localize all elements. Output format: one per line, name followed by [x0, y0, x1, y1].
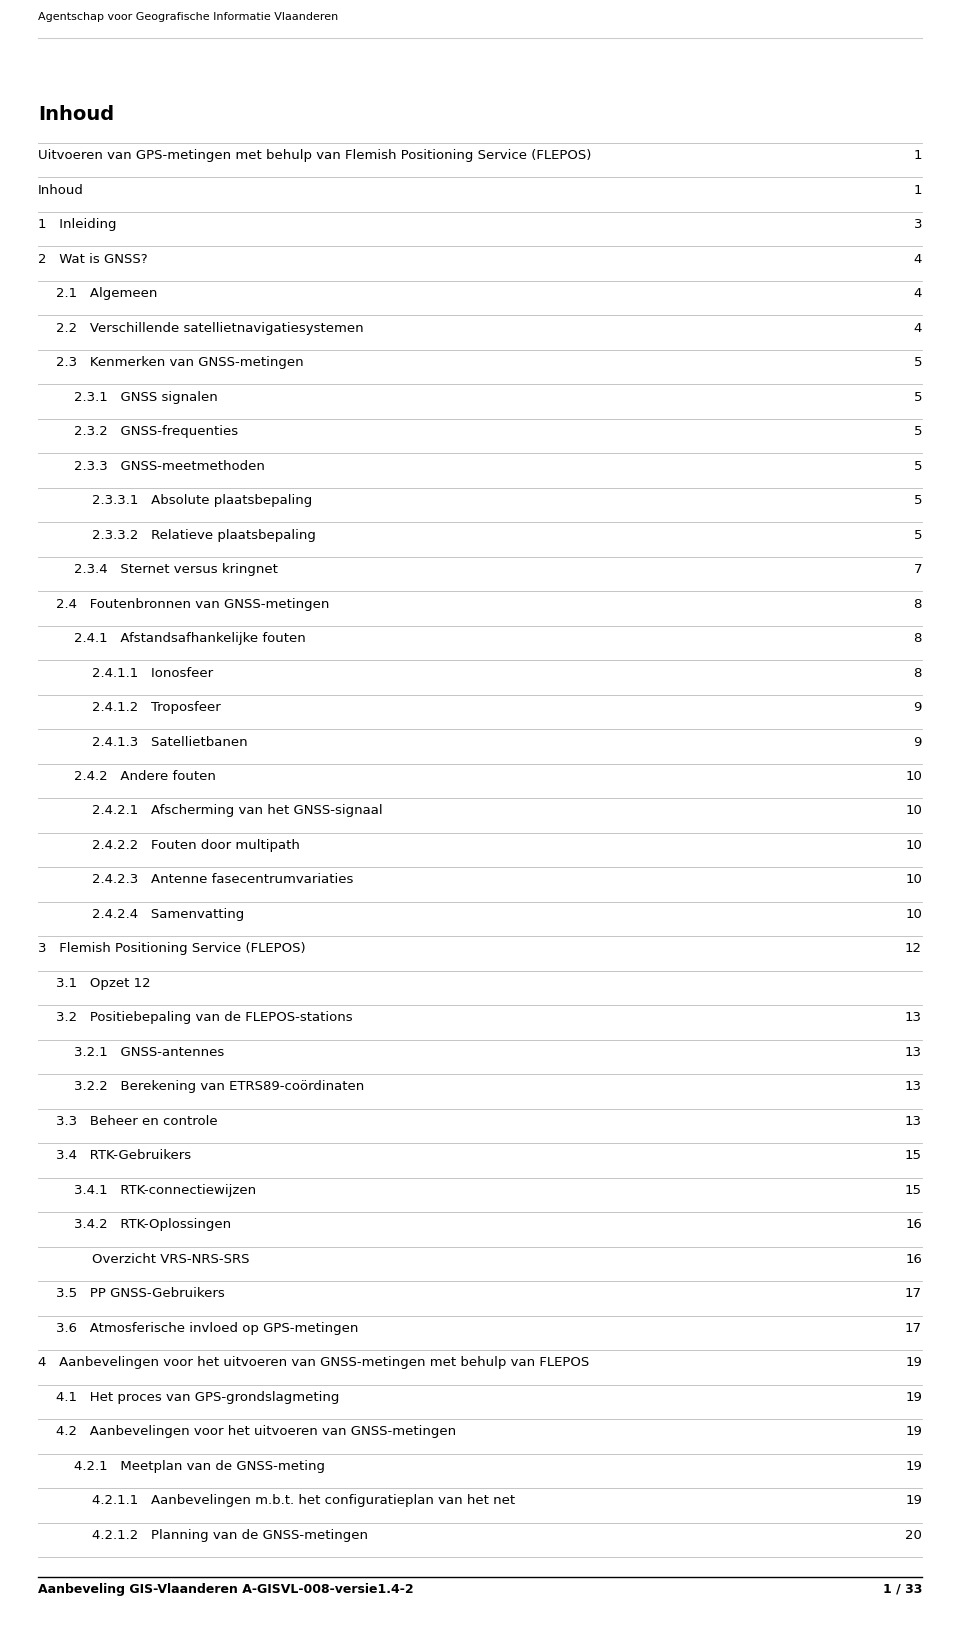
- Text: 13: 13: [905, 1114, 922, 1127]
- Text: 2.3.2   GNSS-frequenties: 2.3.2 GNSS-frequenties: [74, 425, 238, 438]
- Text: 3.1   Opzet 12: 3.1 Opzet 12: [56, 977, 151, 990]
- Text: 2.4.1.3   Satellietbanen: 2.4.1.3 Satellietbanen: [92, 736, 248, 748]
- Text: 2.4.2.4   Samenvatting: 2.4.2.4 Samenvatting: [92, 907, 244, 920]
- Text: 2.4.2   Andere fouten: 2.4.2 Andere fouten: [74, 771, 216, 784]
- Text: 13: 13: [905, 1080, 922, 1093]
- Text: 5: 5: [914, 357, 922, 370]
- Text: 3   Flemish Positioning Service (FLEPOS): 3 Flemish Positioning Service (FLEPOS): [38, 943, 305, 956]
- Text: 8: 8: [914, 598, 922, 611]
- Text: 2.4.1   Afstandsafhankelijke fouten: 2.4.1 Afstandsafhankelijke fouten: [74, 632, 305, 645]
- Text: 9: 9: [914, 700, 922, 714]
- Text: 4.2.1   Meetplan van de GNSS-meting: 4.2.1 Meetplan van de GNSS-meting: [74, 1460, 325, 1473]
- Text: 13: 13: [905, 1012, 922, 1025]
- Text: 1 / 33: 1 / 33: [882, 1583, 922, 1596]
- Text: 19: 19: [905, 1391, 922, 1404]
- Text: 3.4.2   RTK-Oplossingen: 3.4.2 RTK-Oplossingen: [74, 1218, 231, 1232]
- Text: Inhoud: Inhoud: [38, 104, 114, 124]
- Text: 5: 5: [914, 391, 922, 404]
- Text: 16: 16: [905, 1218, 922, 1232]
- Text: 4: 4: [914, 321, 922, 334]
- Text: Uitvoeren van GPS-metingen met behulp van Flemish Positioning Service (FLEPOS): Uitvoeren van GPS-metingen met behulp va…: [38, 150, 591, 163]
- Text: 2.4.2.1   Afscherming van het GNSS-signaal: 2.4.2.1 Afscherming van het GNSS-signaal: [92, 805, 383, 818]
- Text: Aanbeveling GIS-Vlaanderen A-GISVL-008-versie1.4-2: Aanbeveling GIS-Vlaanderen A-GISVL-008-v…: [38, 1583, 414, 1596]
- Text: 1: 1: [914, 150, 922, 163]
- Text: 12: 12: [905, 943, 922, 956]
- Text: 19: 19: [905, 1494, 922, 1507]
- Text: 13: 13: [905, 1046, 922, 1059]
- Text: 10: 10: [905, 839, 922, 852]
- Text: 2.3.3   GNSS-meetmethoden: 2.3.3 GNSS-meetmethoden: [74, 459, 265, 472]
- Text: 2.4.2.2   Fouten door multipath: 2.4.2.2 Fouten door multipath: [92, 839, 300, 852]
- Text: 9: 9: [914, 736, 922, 748]
- Text: 2.4   Foutenbronnen van GNSS-metingen: 2.4 Foutenbronnen van GNSS-metingen: [56, 598, 329, 611]
- Text: 2.3.3.2   Relatieve plaatsbepaling: 2.3.3.2 Relatieve plaatsbepaling: [92, 528, 316, 541]
- Text: 4: 4: [914, 287, 922, 300]
- Text: 2.1   Algemeen: 2.1 Algemeen: [56, 287, 157, 300]
- Text: 5: 5: [914, 459, 922, 472]
- Text: 2.4.1.1   Ionosfeer: 2.4.1.1 Ionosfeer: [92, 666, 213, 679]
- Text: 2.2   Verschillende satellietnavigatiesystemen: 2.2 Verschillende satellietnavigatiesyst…: [56, 321, 364, 334]
- Text: 19: 19: [905, 1425, 922, 1438]
- Text: Inhoud: Inhoud: [38, 184, 84, 197]
- Text: 3.6   Atmosferische invloed op GPS-metingen: 3.6 Atmosferische invloed op GPS-metinge…: [56, 1321, 358, 1334]
- Text: 3.4.1   RTK-connectiewijzen: 3.4.1 RTK-connectiewijzen: [74, 1184, 256, 1197]
- Text: 3.2.2   Berekening van ETRS89-coördinaten: 3.2.2 Berekening van ETRS89-coördinaten: [74, 1080, 364, 1093]
- Text: 2.3.3.1   Absolute plaatsbepaling: 2.3.3.1 Absolute plaatsbepaling: [92, 494, 312, 507]
- Text: 19: 19: [905, 1357, 922, 1370]
- Text: Overzicht VRS-NRS-SRS: Overzicht VRS-NRS-SRS: [92, 1253, 250, 1266]
- Text: 17: 17: [905, 1321, 922, 1334]
- Text: 5: 5: [914, 425, 922, 438]
- Text: 10: 10: [905, 805, 922, 818]
- Text: 1: 1: [914, 184, 922, 197]
- Text: 15: 15: [905, 1184, 922, 1197]
- Text: 8: 8: [914, 666, 922, 679]
- Text: 3.5   PP GNSS-Gebruikers: 3.5 PP GNSS-Gebruikers: [56, 1287, 225, 1300]
- Text: 19: 19: [905, 1460, 922, 1473]
- Text: 15: 15: [905, 1150, 922, 1163]
- Text: 10: 10: [905, 873, 922, 886]
- Text: 20: 20: [905, 1528, 922, 1541]
- Text: 2.3.4   Sternet versus kringnet: 2.3.4 Sternet versus kringnet: [74, 564, 277, 577]
- Text: 17: 17: [905, 1287, 922, 1300]
- Text: 16: 16: [905, 1253, 922, 1266]
- Text: 8: 8: [914, 632, 922, 645]
- Text: 1   Inleiding: 1 Inleiding: [38, 218, 116, 231]
- Text: 3.2.1   GNSS-antennes: 3.2.1 GNSS-antennes: [74, 1046, 225, 1059]
- Text: 3.3   Beheer en controle: 3.3 Beheer en controle: [56, 1114, 218, 1127]
- Text: 2.4.1.2   Troposfeer: 2.4.1.2 Troposfeer: [92, 700, 221, 714]
- Text: 7: 7: [914, 564, 922, 577]
- Text: 3.2   Positiebepaling van de FLEPOS-stations: 3.2 Positiebepaling van de FLEPOS-statio…: [56, 1012, 352, 1025]
- Text: 2   Wat is GNSS?: 2 Wat is GNSS?: [38, 252, 148, 266]
- Text: 5: 5: [914, 528, 922, 541]
- Text: 4.2.1.1   Aanbevelingen m.b.t. het configuratieplan van het net: 4.2.1.1 Aanbevelingen m.b.t. het configu…: [92, 1494, 516, 1507]
- Text: 10: 10: [905, 771, 922, 784]
- Text: 2.3   Kenmerken van GNSS-metingen: 2.3 Kenmerken van GNSS-metingen: [56, 357, 303, 370]
- Text: 2.3.1   GNSS signalen: 2.3.1 GNSS signalen: [74, 391, 218, 404]
- Text: 2.4.2.3   Antenne fasecentrumvariaties: 2.4.2.3 Antenne fasecentrumvariaties: [92, 873, 353, 886]
- Text: Agentschap voor Geografische Informatie Vlaanderen: Agentschap voor Geografische Informatie …: [38, 11, 338, 23]
- Text: 4.1   Het proces van GPS-grondslagmeting: 4.1 Het proces van GPS-grondslagmeting: [56, 1391, 340, 1404]
- Text: 3: 3: [914, 218, 922, 231]
- Text: 4   Aanbevelingen voor het uitvoeren van GNSS-metingen met behulp van FLEPOS: 4 Aanbevelingen voor het uitvoeren van G…: [38, 1357, 589, 1370]
- Text: 10: 10: [905, 907, 922, 920]
- Text: 5: 5: [914, 494, 922, 507]
- Text: 4.2   Aanbevelingen voor het uitvoeren van GNSS-metingen: 4.2 Aanbevelingen voor het uitvoeren van…: [56, 1425, 456, 1438]
- Text: 3.4   RTK-Gebruikers: 3.4 RTK-Gebruikers: [56, 1150, 191, 1163]
- Text: 4: 4: [914, 252, 922, 266]
- Text: 4.2.1.2   Planning van de GNSS-metingen: 4.2.1.2 Planning van de GNSS-metingen: [92, 1528, 368, 1541]
